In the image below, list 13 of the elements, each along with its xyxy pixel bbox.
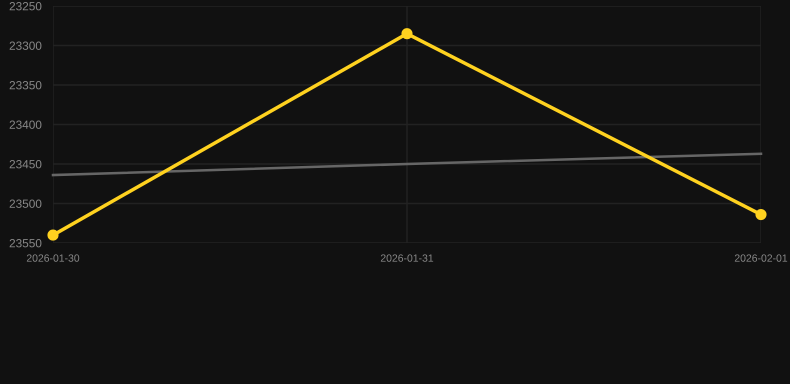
x-tick-label: 2026-02-01 — [734, 254, 788, 262]
x-tick-label: 2026-01-31 — [380, 254, 434, 262]
y-tick-label: 23550 — [10, 239, 42, 248]
point — [401, 28, 413, 40]
y-tick-label: 23300 — [10, 42, 42, 50]
y-tick-label: 23500 — [10, 200, 42, 208]
y-tick-label: 23250 — [10, 2, 42, 10]
x-tick-label: 2026-01-30 — [26, 254, 80, 262]
point — [755, 209, 767, 220]
y-tick-label: 23400 — [10, 120, 42, 129]
y-tick-label: 23350 — [10, 81, 42, 90]
point — [47, 230, 59, 241]
y-tick-label: 23450 — [10, 160, 42, 168]
